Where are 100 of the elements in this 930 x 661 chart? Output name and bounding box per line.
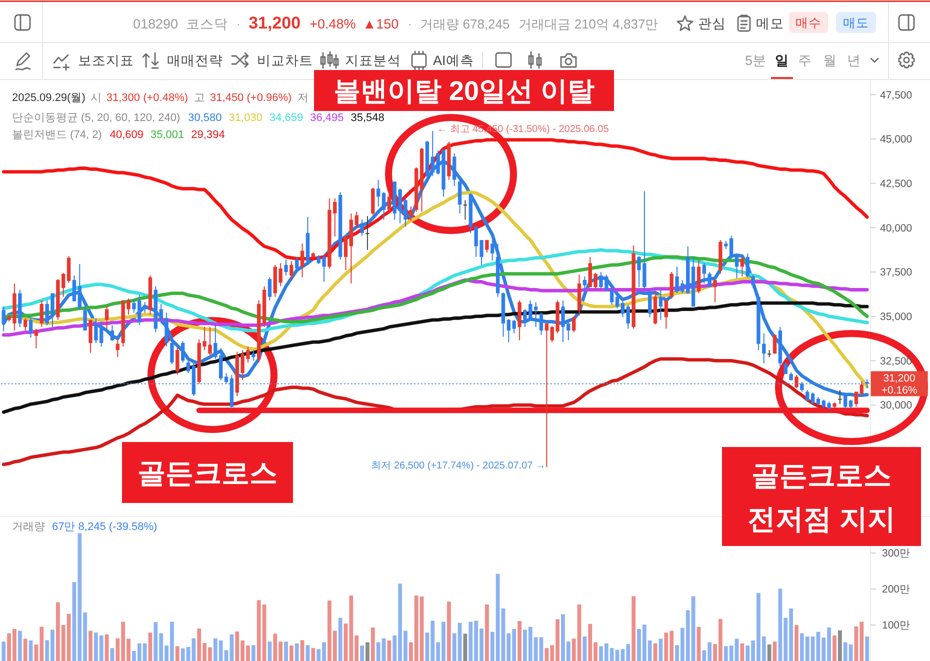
text: 매매전략 xyxy=(167,53,223,68)
candlestick xyxy=(572,316,576,333)
candlestick xyxy=(180,340,185,363)
annotation: 2025.09.29(월) xyxy=(12,92,86,104)
candlestick xyxy=(762,332,766,364)
text: 메모 xyxy=(756,16,784,31)
bar xyxy=(518,621,522,661)
bar xyxy=(18,630,22,661)
text: 매수 xyxy=(796,16,822,30)
y-tick-label: 40,000 xyxy=(880,222,912,234)
bar xyxy=(88,630,92,661)
y-tick-label: 200만 xyxy=(882,584,911,596)
candlestick xyxy=(268,276,272,301)
candlestick xyxy=(295,257,299,271)
text: 31,200 xyxy=(248,14,301,32)
annotation: 최저 26,500 (+17.74%) - 2025.07.07 → xyxy=(371,460,546,472)
text: 거래대금 210억 4,837만 xyxy=(518,16,658,32)
candlestick xyxy=(854,391,858,408)
text: 거래량 678,245 xyxy=(420,16,510,32)
candlestick xyxy=(284,259,288,276)
candlestick xyxy=(387,192,392,214)
candlestick xyxy=(344,236,348,271)
bar xyxy=(311,648,316,661)
y-tick-label: 35,000 xyxy=(880,311,912,324)
candlestick xyxy=(626,304,630,330)
candlestick xyxy=(78,264,82,311)
annotation: 저 xyxy=(298,92,309,104)
text: ▲150 xyxy=(362,16,399,32)
candlestick xyxy=(772,334,777,354)
annotation: 31,300 (+0.48%) xyxy=(106,92,188,104)
bar xyxy=(387,640,392,661)
candlestick xyxy=(620,300,625,318)
y-tick-label: 300만 xyxy=(882,548,911,560)
candlestick xyxy=(740,256,744,277)
candlestick xyxy=(83,305,87,332)
y-tick-label: 37,500 xyxy=(880,266,912,279)
candlestick xyxy=(28,318,33,338)
candlestick xyxy=(23,318,28,332)
text: 지표분석 xyxy=(345,53,401,68)
candlestick xyxy=(734,252,739,279)
candlestick xyxy=(66,256,71,284)
candlestick xyxy=(170,338,174,365)
text: 31,200 xyxy=(883,372,916,384)
bar xyxy=(2,642,6,661)
bar xyxy=(832,635,836,661)
candlestick xyxy=(615,294,620,309)
candlestick xyxy=(376,179,380,207)
bar xyxy=(484,604,489,661)
candlestick xyxy=(88,319,92,354)
y-tick-label: 47,500 xyxy=(880,89,912,102)
candlestick xyxy=(648,289,652,318)
y-tick-label: 42,500 xyxy=(880,178,912,190)
text: 일 xyxy=(775,53,789,68)
bar xyxy=(360,646,364,661)
candlestick xyxy=(142,302,147,314)
text: 5분 xyxy=(745,53,767,68)
candlestick xyxy=(104,305,109,330)
candlestick xyxy=(354,211,358,228)
text: · xyxy=(408,16,412,32)
candlestick xyxy=(252,350,256,362)
candlestick xyxy=(40,300,44,328)
bar xyxy=(463,634,468,661)
candlestick xyxy=(670,272,674,300)
bar xyxy=(658,638,663,661)
bar xyxy=(294,643,299,661)
annotation: 31,450 (+0.96%) xyxy=(210,92,292,104)
candlestick xyxy=(116,338,120,358)
candlestick xyxy=(458,179,462,214)
candlestick xyxy=(300,243,304,278)
bar xyxy=(300,640,304,661)
chart-subtitle: 67만 8,245 (-39.58%) xyxy=(52,521,158,533)
candlestick xyxy=(382,192,386,220)
candlestick xyxy=(658,289,663,320)
bar xyxy=(175,646,180,661)
candlestick xyxy=(366,216,370,250)
legend: 단순이동평균 (5, 20, 60, 120, 240) 30,580 31,030 34,659 36,495 35,548 볼린저밴드 (74, 2) 40,609 35,001 29,394 xyxy=(12,112,384,141)
bar xyxy=(268,642,272,661)
annotation: 볼밴이탈 20일선 이탈 xyxy=(333,76,595,106)
bar xyxy=(338,618,342,661)
bar xyxy=(251,645,256,661)
text: 코스닥 xyxy=(186,16,228,32)
text: 주 xyxy=(798,53,812,68)
bar xyxy=(104,634,109,661)
bar xyxy=(284,642,288,661)
candlestick xyxy=(290,260,294,282)
annotation: 골든크로스 전저점 지지 xyxy=(748,460,896,534)
candlestick xyxy=(409,206,413,222)
bar xyxy=(446,602,451,661)
candlestick xyxy=(800,381,804,392)
candlestick xyxy=(176,346,180,376)
candlestick xyxy=(224,372,228,384)
bar xyxy=(306,645,310,661)
candlestick xyxy=(784,362,788,374)
bar xyxy=(289,646,294,661)
bar xyxy=(632,596,636,661)
text: 보조지표 xyxy=(78,53,134,68)
candlestick xyxy=(838,389,842,405)
candlestick xyxy=(534,302,538,328)
candlestick xyxy=(702,262,706,284)
candlestick xyxy=(34,328,38,349)
